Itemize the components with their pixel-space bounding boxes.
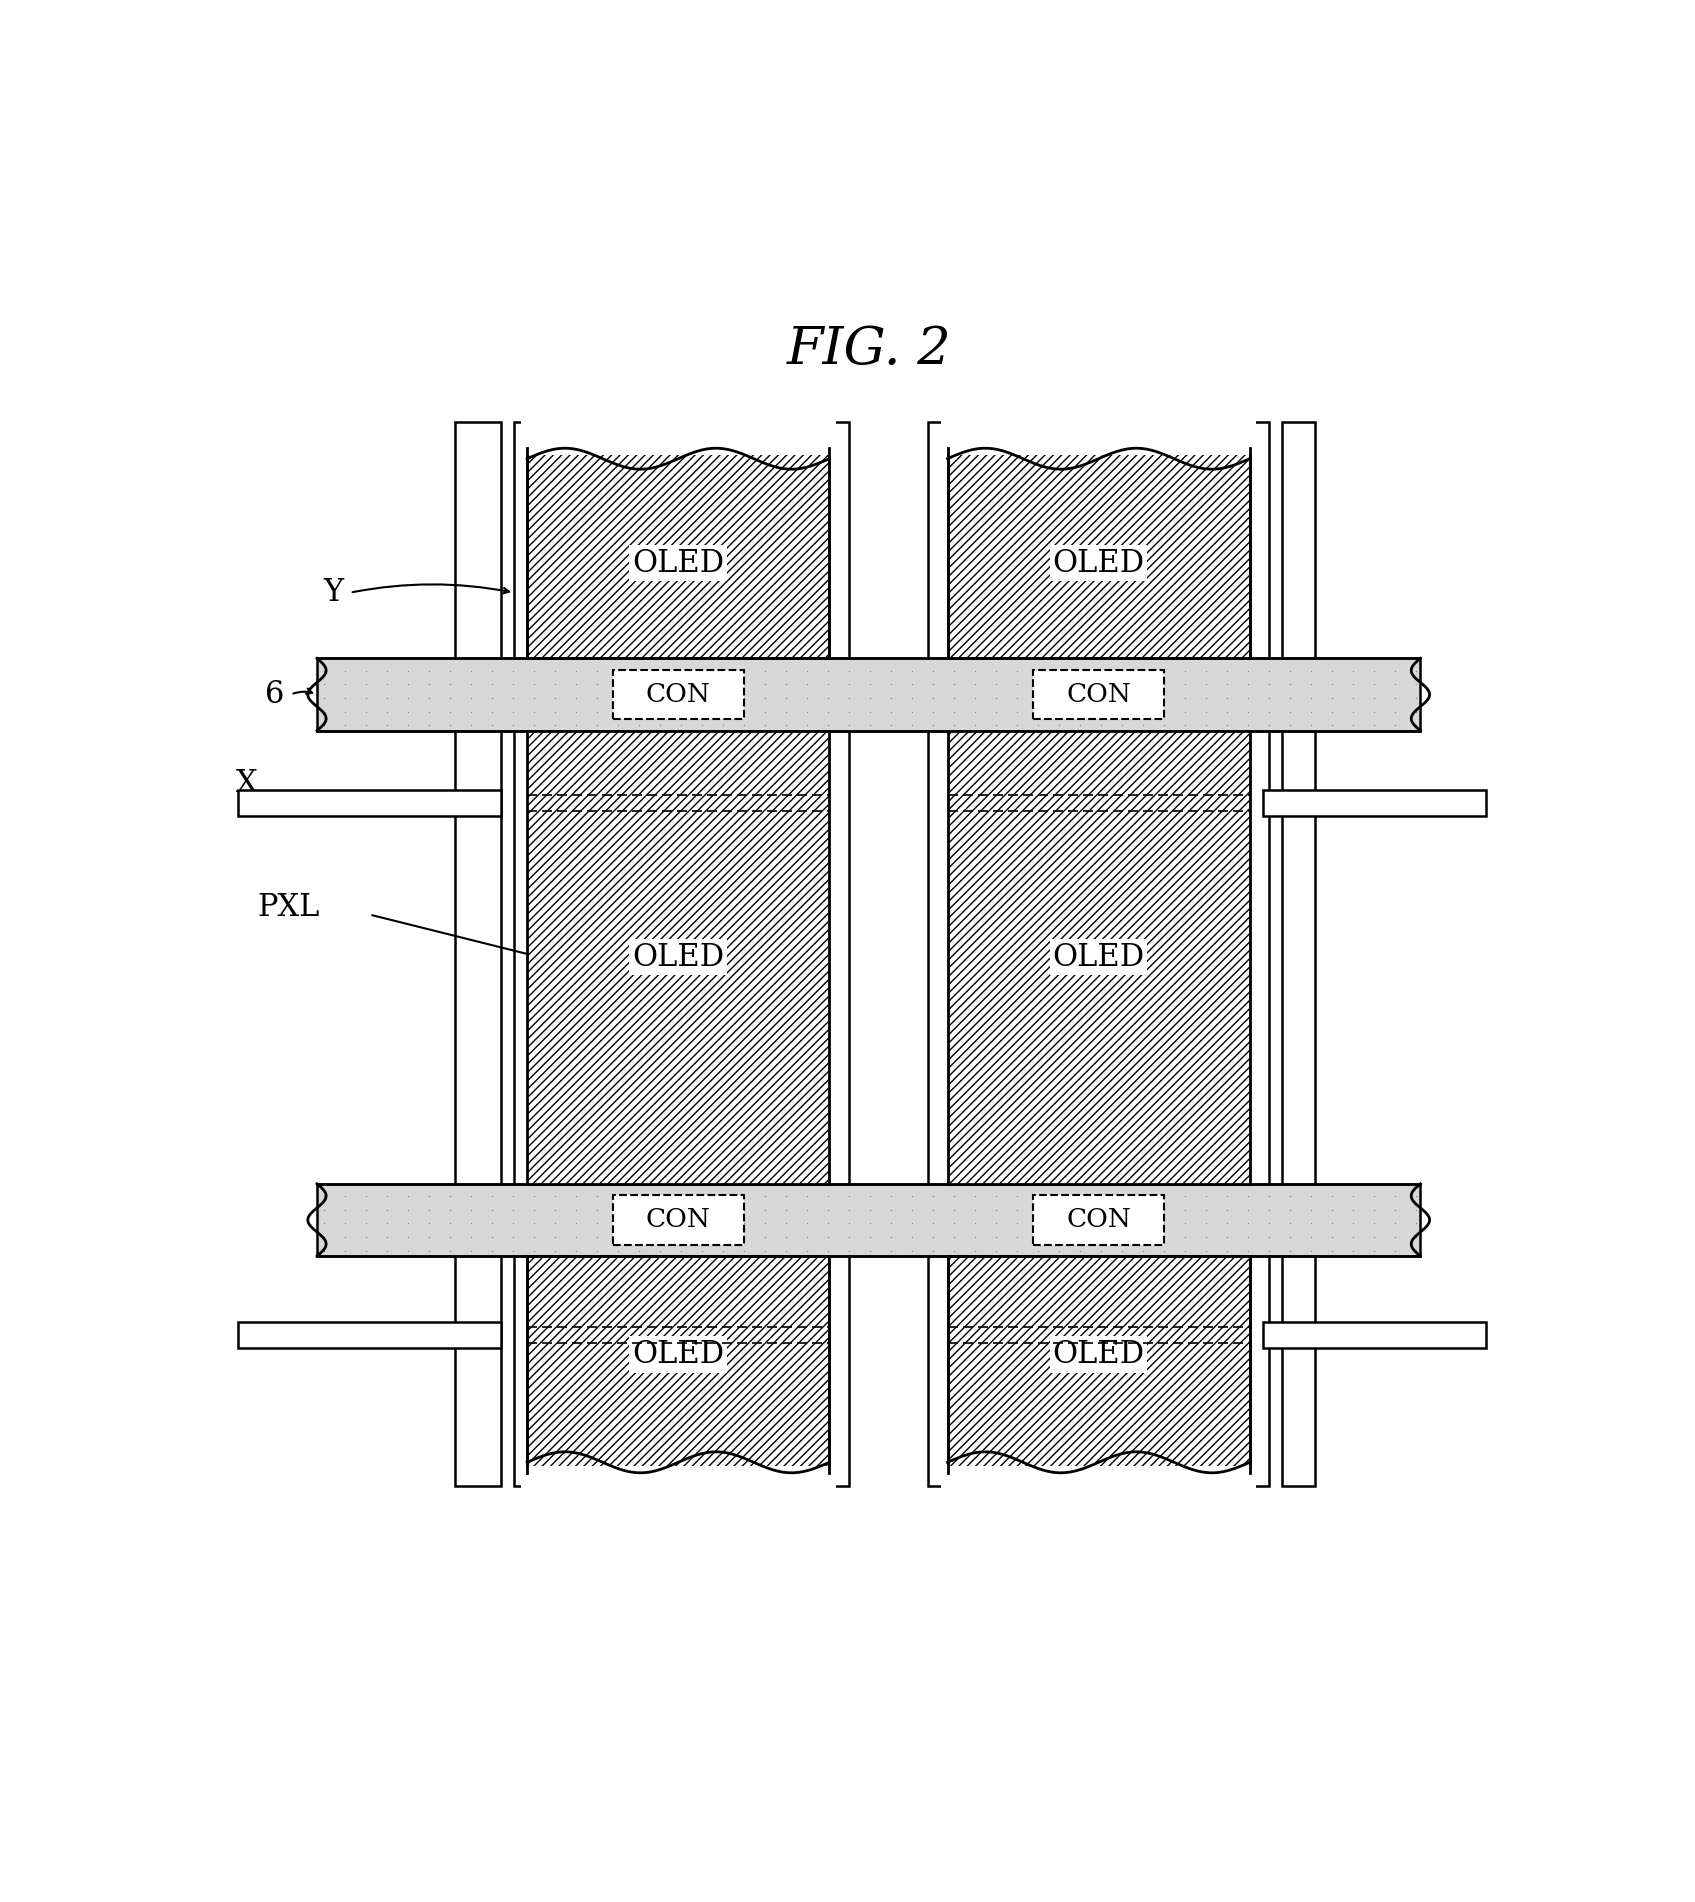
Bar bbox=[527, 730, 829, 1183]
Text: FIG. 2: FIG. 2 bbox=[786, 323, 951, 375]
Bar bbox=[612, 670, 744, 719]
Bar bbox=[1263, 789, 1487, 816]
Bar bbox=[514, 422, 541, 1485]
Bar bbox=[454, 422, 502, 1485]
Bar bbox=[1283, 422, 1315, 1485]
Bar bbox=[1032, 1194, 1164, 1246]
Text: OLED: OLED bbox=[1053, 548, 1144, 578]
Bar bbox=[527, 1255, 829, 1472]
Bar bbox=[317, 1183, 1420, 1255]
Text: CON: CON bbox=[1066, 683, 1131, 708]
Bar bbox=[317, 658, 1420, 730]
Bar bbox=[1032, 670, 1164, 719]
Bar bbox=[237, 1322, 502, 1349]
Bar bbox=[1237, 422, 1270, 1485]
Bar bbox=[520, 1466, 836, 1539]
Bar bbox=[948, 1255, 1249, 1472]
Bar bbox=[941, 1466, 1256, 1539]
Bar bbox=[817, 422, 849, 1485]
Text: OLED: OLED bbox=[1053, 941, 1144, 972]
Text: CON: CON bbox=[1066, 1208, 1131, 1232]
Bar bbox=[612, 1194, 744, 1246]
Text: 6: 6 bbox=[264, 679, 285, 709]
Text: PXL: PXL bbox=[258, 892, 320, 924]
Bar bbox=[948, 730, 1249, 1183]
Text: OLED: OLED bbox=[1053, 1339, 1144, 1369]
Text: OLED: OLED bbox=[632, 1339, 724, 1369]
Bar bbox=[527, 449, 829, 658]
Bar bbox=[941, 390, 1256, 455]
Bar bbox=[237, 789, 502, 816]
Bar bbox=[520, 390, 836, 455]
Bar bbox=[948, 449, 1249, 658]
Text: OLED: OLED bbox=[632, 941, 724, 972]
Bar bbox=[1263, 1322, 1487, 1349]
Bar bbox=[927, 422, 961, 1485]
Text: Y: Y bbox=[324, 576, 342, 609]
Text: CON: CON bbox=[646, 683, 710, 708]
Text: X: X bbox=[236, 768, 258, 799]
Text: OLED: OLED bbox=[632, 548, 724, 578]
Text: CON: CON bbox=[646, 1208, 710, 1232]
